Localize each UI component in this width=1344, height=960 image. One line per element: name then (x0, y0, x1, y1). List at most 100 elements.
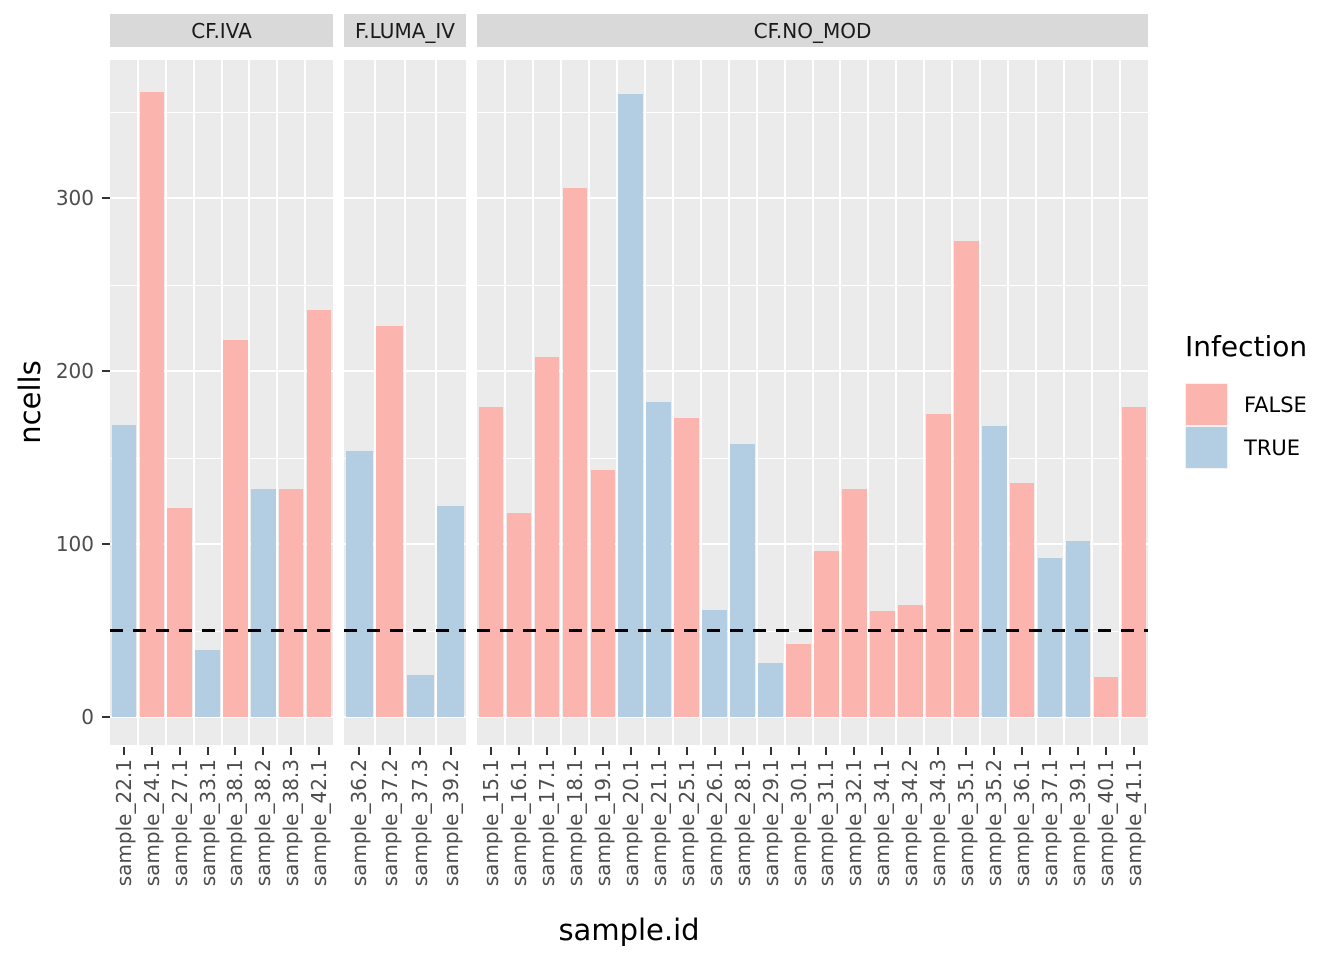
vertical-gridline (783, 60, 786, 745)
x-tick-label: sample_39.1 (1064, 759, 1092, 886)
x-axis-title: sample.id (558, 913, 700, 947)
bar-sample_39.1 (1065, 540, 1091, 717)
facet-panel (477, 60, 1148, 745)
x-tick-label-text: sample_22.1 (111, 759, 136, 887)
x-tick-label-text: sample_38.2 (251, 759, 276, 887)
x-tick-mark (1021, 747, 1024, 755)
bar-sample_40.1 (1093, 677, 1119, 717)
facet-strip: F.LUMA_IV (344, 14, 466, 47)
x-tick-label: sample_29.1 (757, 759, 785, 886)
x-tick-label-text: sample_39.2 (438, 759, 463, 887)
x-tick-mark (388, 747, 391, 755)
x-tick-label-text: sample_29.1 (758, 759, 783, 887)
threshold-dashed-line (110, 629, 333, 632)
y-tick-label: 300 (55, 186, 94, 210)
y-tick-mark (102, 370, 110, 372)
facet-panels: CF.IVA sample_22.1 sample_24.1 sample_27.1 s… (110, 14, 1148, 917)
legend-entry: TRUE (1185, 426, 1307, 469)
bar-sample_34.1 (870, 611, 895, 717)
bar-sample_37.3 (406, 675, 434, 717)
legend-key-false (1185, 383, 1228, 426)
bar-sample_36.1 (1009, 483, 1035, 717)
x-tick-mark (993, 747, 996, 755)
x-tick-mark (318, 747, 321, 755)
vertical-gridline (1035, 60, 1038, 745)
y-tick-mark (102, 543, 110, 545)
bar-sample_24.1 (139, 92, 165, 717)
y-axis: 0 100 200 300 (0, 60, 110, 745)
bar-sample_41.1 (1121, 407, 1147, 717)
x-tick-row (344, 745, 466, 757)
x-tick-label-text: sample_41.1 (1122, 759, 1146, 887)
vertical-gridline (1091, 60, 1094, 745)
vertical-gridline (276, 60, 279, 745)
threshold-dashed-line (344, 629, 466, 632)
x-tick-mark (909, 747, 912, 755)
bar-sample_37.2 (376, 326, 404, 717)
x-tick-label-text: sample_17.1 (534, 759, 559, 887)
x-tick-mark (545, 747, 548, 755)
x-tick-mark (1133, 747, 1136, 755)
x-tick-label-text: sample_36.2 (347, 759, 372, 887)
x-tick-mark (517, 747, 520, 755)
vertical-gridline (164, 60, 167, 745)
legend-entry: FALSE (1185, 383, 1307, 426)
x-tick-label: sample_19.1 (589, 759, 617, 886)
x-tick-mark (206, 747, 209, 755)
x-tick-label: sample_39.2 (436, 759, 467, 886)
x-tick-label-text: sample_21.1 (646, 759, 671, 887)
x-tick-mark (741, 747, 744, 755)
bar-sample_38.1 (223, 339, 248, 717)
bar-sample_27.1 (167, 507, 192, 717)
x-label-row: sample_22.1 sample_24.1 sample_27.1 sample_… (110, 757, 333, 917)
bar-sample_32.1 (842, 488, 867, 717)
x-tick-label-text: sample_34.1 (870, 759, 895, 887)
facet-panel (110, 60, 333, 745)
x-tick-mark (769, 747, 772, 755)
x-tick-mark (685, 747, 688, 755)
bar-sample_38.3 (278, 488, 304, 717)
x-tick-label-text: sample_20.1 (618, 759, 643, 887)
x-tick-label: sample_18.1 (561, 759, 589, 886)
x-tick-label: sample_35.1 (952, 759, 980, 886)
vertical-gridline (248, 60, 251, 745)
y-tick-label: 200 (55, 359, 94, 383)
x-tick-label-text: sample_37.2 (377, 759, 402, 887)
x-tick-mark (290, 747, 293, 755)
bar-sample_16.1 (506, 512, 532, 717)
x-tick-label: sample_25.1 (673, 759, 701, 886)
x-tick-mark (713, 747, 716, 755)
vertical-gridline (671, 60, 674, 745)
x-tick-label-text: sample_16.1 (506, 759, 531, 887)
bar-sample_26.1 (702, 609, 727, 717)
x-tick-label-text: sample_15.1 (478, 759, 503, 887)
x-tick-mark (419, 747, 422, 755)
x-tick-label-text: sample_39.1 (1066, 759, 1091, 887)
x-tick-label: sample_15.1 (477, 759, 505, 886)
x-tick-label-text: sample_19.1 (590, 759, 615, 887)
bar-sample_15.1 (478, 407, 504, 717)
x-tick-label-text: sample_37.1 (1038, 759, 1063, 887)
y-tick-mark (102, 197, 110, 199)
facet-strip: CF.NO_MOD (477, 14, 1148, 47)
facet-column: F.LUMA_IV sample_36.2 sample_37.2 sample_37… (344, 14, 466, 917)
x-tick-label-text: sample_35.1 (954, 759, 979, 887)
vertical-gridline (503, 60, 506, 745)
vertical-gridline (559, 60, 562, 745)
vertical-gridline (1119, 60, 1122, 745)
bar-sample_17.1 (534, 357, 560, 717)
vertical-gridline (434, 60, 437, 745)
vertical-gridline (220, 60, 223, 745)
x-tick-mark (1105, 747, 1108, 755)
facet-column: CF.IVA sample_22.1 sample_24.1 sample_27.1 s… (110, 14, 333, 917)
x-tick-label-text: sample_30.1 (786, 759, 811, 887)
bar-sample_35.1 (953, 241, 979, 717)
x-tick-label-text: sample_31.1 (814, 759, 839, 887)
legend-key-true (1185, 426, 1228, 469)
bar-sample_37.1 (1037, 557, 1063, 717)
vertical-gridline (979, 60, 982, 745)
vertical-gridline (192, 60, 195, 745)
legend-entry-label: TRUE (1244, 435, 1301, 460)
x-tick-label: sample_40.1 (1092, 759, 1120, 886)
y-tick-label: 0 (81, 705, 94, 729)
